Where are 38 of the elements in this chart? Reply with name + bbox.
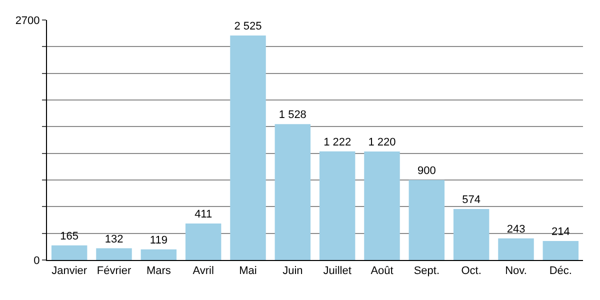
- y-tick-label: 0: [34, 254, 40, 267]
- x-tick-label: Sept.: [414, 265, 440, 278]
- data-label: 243: [506, 223, 526, 236]
- data-label: 411: [194, 208, 212, 220]
- bar: [408, 180, 445, 260]
- bar: [498, 238, 534, 260]
- x-tick-label: Avril: [192, 265, 214, 278]
- bar: [364, 152, 400, 260]
- data-label: 574: [462, 194, 481, 206]
- data-label: 2 525: [234, 20, 262, 33]
- bar: [319, 151, 356, 260]
- bar: [51, 245, 88, 260]
- x-tick-label: Janvier: [52, 265, 88, 278]
- data-label: 1 220: [368, 136, 396, 149]
- x-tick-label: Mars: [146, 265, 172, 278]
- data-label: 1 222: [324, 136, 352, 148]
- bar: [96, 248, 132, 260]
- data-label: 900: [417, 165, 436, 177]
- data-label: 119: [150, 234, 168, 246]
- x-tick-label: Oct.: [461, 265, 482, 278]
- bar: [185, 223, 222, 260]
- bar: [453, 208, 490, 260]
- data-label: 165: [60, 230, 79, 242]
- bar: [230, 36, 266, 260]
- x-tick-label: Déc.: [549, 265, 572, 278]
- data-label: 214: [551, 226, 570, 238]
- data-label: 1 528: [278, 109, 306, 122]
- y-tick-label: 2700: [15, 14, 40, 27]
- x-tick-label: Mai: [239, 265, 257, 278]
- bar: [274, 124, 311, 260]
- bar: [542, 240, 579, 260]
- x-tick-label: Juillet: [323, 265, 352, 278]
- data-label: 132: [104, 233, 124, 246]
- bar: [140, 249, 177, 260]
- x-tick-label: Février: [96, 265, 132, 278]
- x-tick-label: Juin: [282, 265, 303, 278]
- x-tick-label: Nov.: [505, 265, 527, 278]
- x-tick-label: Août: [370, 265, 394, 278]
